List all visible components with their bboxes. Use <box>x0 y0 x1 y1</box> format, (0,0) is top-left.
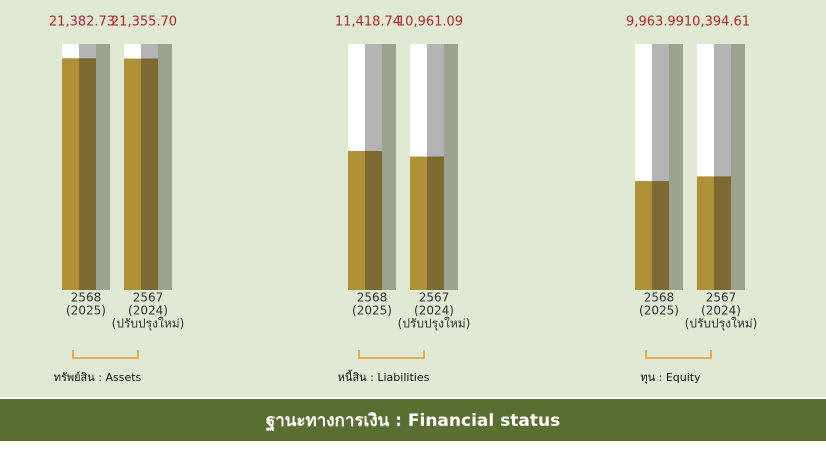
bar-front <box>62 58 79 290</box>
group-label: ทุน : Equity <box>640 371 701 384</box>
column-back <box>158 44 172 290</box>
bar-front <box>124 58 141 291</box>
category-label: (2024) <box>128 304 168 318</box>
bracket <box>72 350 139 359</box>
value-label: 10,961.09 <box>397 15 463 30</box>
footer-band <box>0 399 826 441</box>
bar-side <box>427 156 444 290</box>
column-back <box>382 44 396 290</box>
column-back <box>669 44 683 290</box>
bracket <box>358 350 425 359</box>
column-back <box>96 44 110 290</box>
bar <box>410 156 444 290</box>
bar <box>635 181 669 290</box>
category-label: 2567 <box>706 291 737 305</box>
column-back <box>731 44 745 290</box>
group-label: ทรัพย์สิน : Assets <box>54 371 142 384</box>
bracket <box>645 350 712 359</box>
bar-side <box>141 58 158 291</box>
group-label: หนี้สิน : Liabilities <box>338 369 430 384</box>
footer-title: ฐานะทางการเงิน : Financial status <box>266 411 560 432</box>
bar-front <box>410 156 427 290</box>
bar-front <box>697 176 714 290</box>
bar-side <box>79 58 96 290</box>
category-label: (ปรับปรุงใหม่) <box>685 317 758 332</box>
category-label: (2024) <box>701 304 741 318</box>
category-label: 2568 <box>644 291 675 305</box>
bar <box>348 150 382 290</box>
category-label: (ปรับปรุงใหม่) <box>398 317 471 332</box>
value-label: 9,963.99 <box>626 15 684 30</box>
category-label: (2025) <box>352 304 392 318</box>
bar-side <box>365 150 382 290</box>
bar-side <box>652 181 669 290</box>
category-label: 2568 <box>357 291 388 305</box>
value-label: 21,355.70 <box>111 15 177 30</box>
column-back <box>444 44 458 290</box>
value-label: 21,382.73 <box>49 15 115 30</box>
bar <box>124 58 158 291</box>
bar-front <box>635 181 652 290</box>
category-label: 2568 <box>71 291 102 305</box>
category-label: (2025) <box>66 304 106 318</box>
bar-side <box>714 176 731 290</box>
category-label: (2025) <box>639 304 679 318</box>
category-label: 2567 <box>133 291 164 305</box>
category-label: 2567 <box>419 291 450 305</box>
category-label: (2024) <box>414 304 454 318</box>
category-label: (ปรับปรุงใหม่) <box>112 317 185 332</box>
value-label: 11,418.74 <box>335 15 401 30</box>
bar <box>697 176 731 290</box>
bar <box>62 58 96 290</box>
value-label: 10,394.61 <box>684 15 750 30</box>
bar-front <box>348 150 365 290</box>
